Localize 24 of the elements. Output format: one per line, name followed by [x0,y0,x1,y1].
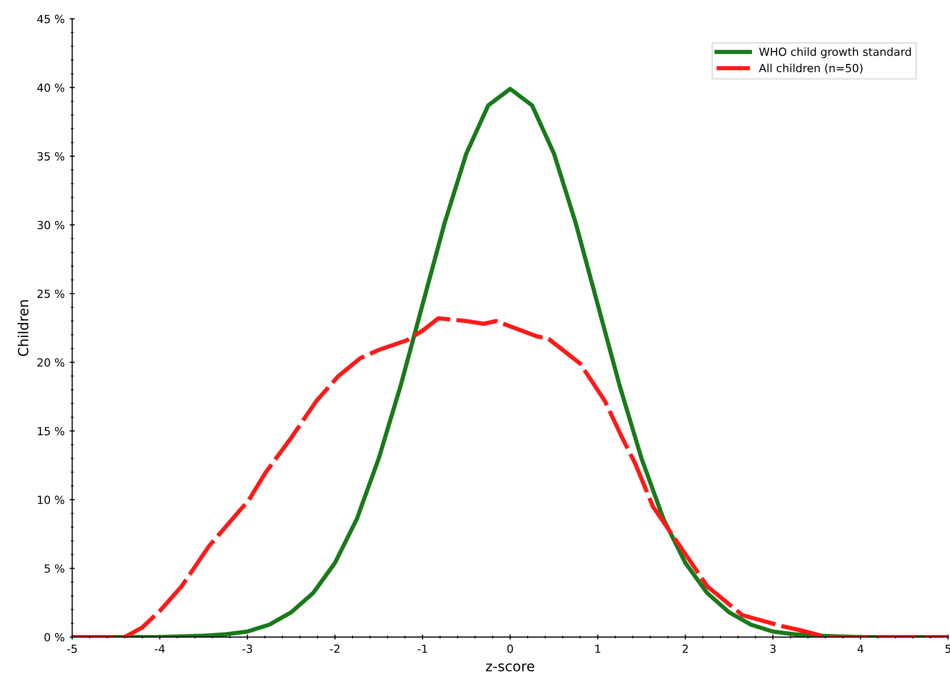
y-tick-label: 15 % [38,426,64,436]
x-tick-label: 0 [507,644,513,653]
x-axis-title: z-score [486,663,534,672]
y-tick-label: 40 % [37,83,64,92]
y-tick-label: 0 % [44,633,64,642]
x-tick-label: 2 [682,644,688,653]
x-tick-label: -2 [330,644,340,653]
x-tick-label: -1 [418,644,428,653]
legend-label: WHO child growth standard [759,47,911,58]
x-tick-label: 4 [858,644,864,653]
y-tick-label: 10 % [38,496,64,504]
x-tick-label: -4 [154,644,165,653]
x-tick-label: 1 [595,644,600,653]
y-axis-title: Children [18,300,28,356]
y-tick-label: 5 % [44,564,64,573]
y-tick-label: 35 % [38,152,64,161]
x-tick-label: -3 [242,644,252,653]
x-tick-label: -5 [67,644,77,653]
legend-label: All children (n=50) [758,64,862,74]
y-tick-label: 25 % [37,290,64,298]
x-tick-label: 3 [770,644,776,653]
y-tick-label: 20 % [37,358,64,367]
y-tick-label: 30 % [38,220,64,230]
y-tick-label: 45 % [37,14,64,24]
